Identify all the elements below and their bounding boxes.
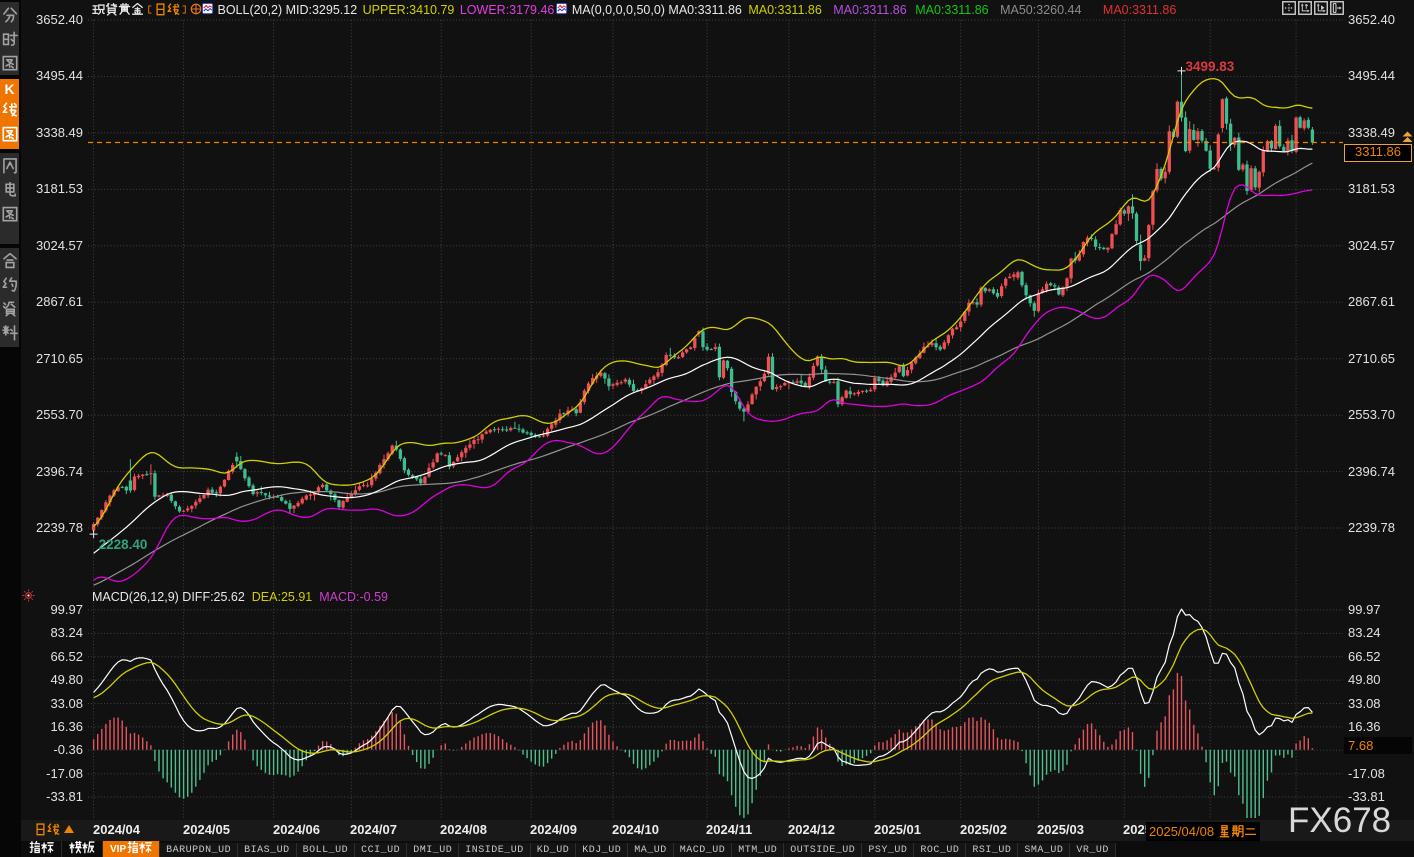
svg-text:2228.40: 2228.40 [99, 537, 148, 552]
svg-text:3499.83: 3499.83 [1186, 59, 1235, 74]
